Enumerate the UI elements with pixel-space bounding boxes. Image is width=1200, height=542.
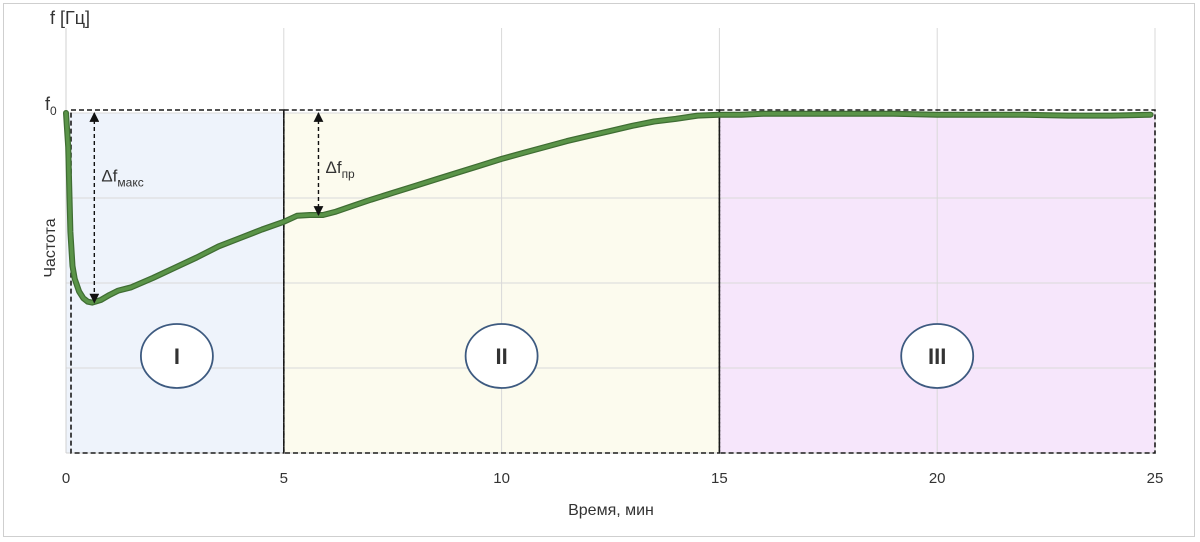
- annotation-symbol-1: Δf: [101, 167, 117, 186]
- x-tick-label-4: 20: [929, 470, 946, 487]
- y-axis-title: Частота: [42, 218, 59, 277]
- region-label-1: I: [174, 344, 180, 369]
- x-tick-label-2: 10: [493, 470, 510, 487]
- region-label-ellipse-3: [900, 323, 975, 389]
- y-reference-label: f0: [45, 94, 57, 118]
- annotation-symbol-2: Δf: [325, 158, 341, 177]
- annotation-label-1: Δfмакс: [101, 167, 143, 190]
- x-tick-label-5: 25: [1147, 470, 1164, 487]
- region-label-2: II: [495, 344, 507, 369]
- region-box-3: [718, 109, 1156, 454]
- region-label-3: III: [928, 344, 946, 369]
- x-tick-labels: 0 5 10 15 20 25: [62, 470, 1164, 487]
- y-unit-label: f [Гц]: [50, 8, 90, 28]
- x-tick-label-1: 5: [280, 470, 288, 487]
- region-labels: I II III: [139, 323, 975, 389]
- x-tick-label-3: 15: [711, 470, 728, 487]
- region-box-2: [282, 109, 721, 454]
- region-label-ellipse-1: [139, 323, 214, 389]
- annotation-subscript-1: макс: [117, 176, 143, 190]
- annotation-label-2: Δfпр: [325, 158, 355, 181]
- x-axis-title: Время, мин: [568, 502, 654, 519]
- annotation-subscript-2: пр: [342, 167, 355, 181]
- region-boxes: [70, 109, 1156, 454]
- region-label-ellipse-2: [464, 323, 539, 389]
- x-tick-label-0: 0: [62, 470, 70, 487]
